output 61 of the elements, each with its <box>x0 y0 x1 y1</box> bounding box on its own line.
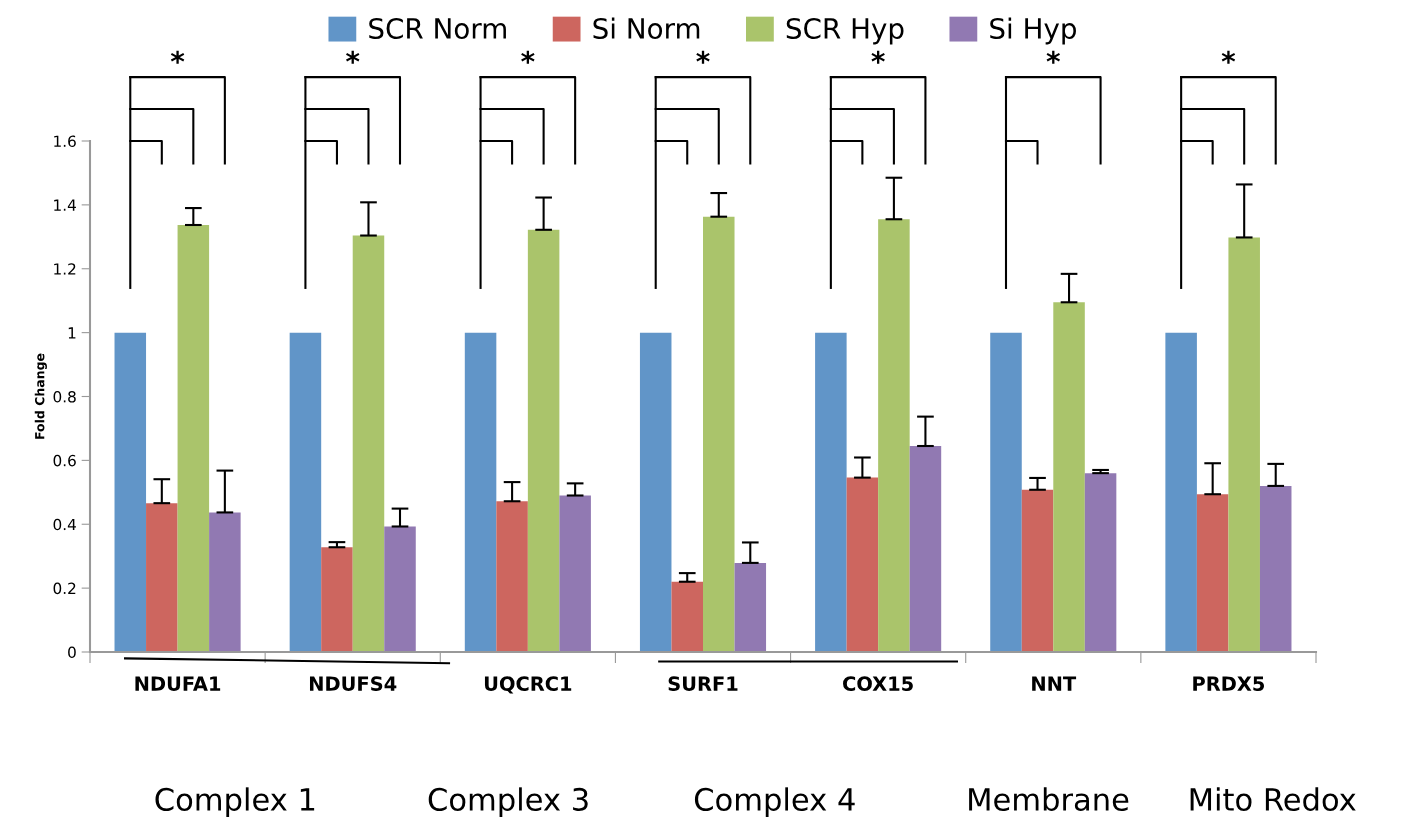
y-tick-label: 0.4 <box>53 518 76 531</box>
bar <box>909 446 942 652</box>
text: * <box>521 50 535 64</box>
bar <box>496 501 528 652</box>
text: * <box>696 50 710 64</box>
legend-label: Si Norm <box>593 17 700 40</box>
text: * <box>871 50 885 64</box>
y-tick-label: 1.4 <box>54 199 76 211</box>
text: Complex 1 <box>155 787 315 817</box>
bar <box>384 526 416 652</box>
bar <box>639 332 672 652</box>
y-tick-label: 1.6 <box>54 135 76 148</box>
x-tick-label: SURF1 <box>668 676 738 691</box>
bar <box>1196 494 1229 652</box>
bar <box>1021 489 1054 652</box>
bar <box>352 235 385 652</box>
bar <box>1259 485 1292 652</box>
bar <box>1228 237 1260 652</box>
x-tick-label: PRDX5 <box>1193 676 1265 691</box>
text: Mito Redox <box>1190 787 1356 811</box>
bar <box>559 495 591 652</box>
bar <box>878 219 910 652</box>
bar <box>703 216 735 652</box>
bar <box>1084 473 1117 652</box>
bar <box>1053 302 1085 652</box>
legend-label: SCR Norm <box>369 17 506 40</box>
legend-label: SCR Hyp <box>786 17 904 45</box>
text: Complex 4 <box>694 787 855 817</box>
y-tick-label: 0 <box>68 646 76 659</box>
y-tick-label: 1.2 <box>54 263 76 275</box>
bar <box>177 225 210 652</box>
y-tick-label: 1 <box>68 327 76 339</box>
x-tick-label: NDUFS4 <box>309 676 397 691</box>
bar <box>114 332 147 652</box>
text: * <box>1046 50 1060 64</box>
x-tick-label: NNT <box>1032 676 1077 691</box>
y-axis-title: Fold Change <box>34 353 47 439</box>
bar <box>846 477 879 652</box>
bar <box>289 332 322 652</box>
y-tick-label: 0.8 <box>53 390 76 403</box>
bar <box>464 332 497 652</box>
bar <box>990 332 1022 652</box>
bar <box>1165 332 1197 652</box>
x-tick-label: COX15 <box>843 676 913 691</box>
bar <box>671 581 703 652</box>
text: Membrane <box>969 787 1129 811</box>
bar <box>321 547 353 652</box>
bar <box>815 332 847 652</box>
text: * <box>170 50 185 64</box>
y-tick-label: 0.2 <box>53 582 76 595</box>
bar <box>734 562 767 652</box>
text: Complex 3 <box>428 787 588 817</box>
text: * <box>1221 50 1236 64</box>
text: * <box>346 50 360 64</box>
bar <box>146 503 178 652</box>
y-tick-label: 0.6 <box>53 454 76 467</box>
x-tick-label: UQCRC1 <box>484 676 572 694</box>
bar <box>209 512 241 652</box>
bar <box>527 229 560 652</box>
x-tick-label: NDUFA1 <box>135 676 221 691</box>
legend-label: Si Hyp <box>990 17 1076 45</box>
